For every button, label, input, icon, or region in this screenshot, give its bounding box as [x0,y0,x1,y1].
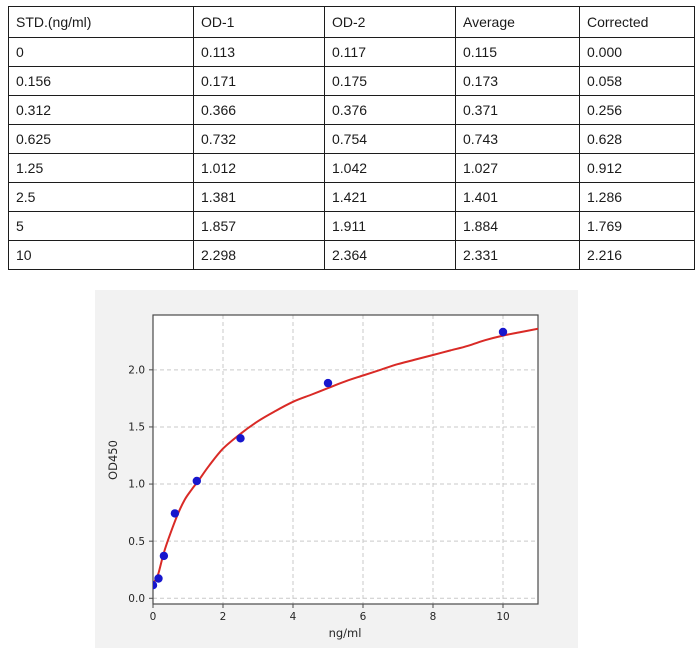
table-cell: 2.331 [455,240,580,270]
table-cell: 1.857 [193,211,325,241]
x-tick-label: 4 [290,611,297,623]
table-cell: 0.115 [455,37,580,67]
table-cell: 0.743 [455,124,580,154]
table-row: 0.156 0.171 0.175 0.173 0.058 [8,66,695,96]
table-row: 2.5 1.381 1.421 1.401 1.286 [8,182,695,212]
table-cell: 1.042 [324,153,456,183]
table-cell: 0.376 [324,95,456,125]
axis-tick-labels: 0 2 4 6 8 10 0.0 0.5 1.0 1.5 2.0 [128,364,509,623]
x-tick-label: 8 [430,611,437,623]
table-cell: 1.286 [579,182,695,212]
table-row: 0.625 0.732 0.754 0.743 0.628 [8,124,695,154]
standard-curve-figure: 0 2 4 6 8 10 0.0 0.5 1.0 1.5 2.0 ng/ml OD450 [95,290,578,648]
plot-border [152,314,539,605]
table-cell: 0.732 [193,124,325,154]
standards-table: STD.(ng/ml) OD-1 OD-2 Average Corrected 0 0.1… [8,6,695,270]
table-row: 10 2.298 2.364 2.331 2.216 [8,240,695,270]
table-cell: 0.366 [193,95,325,125]
standards-table-header: STD.(ng/ml) OD-1 OD-2 Average Corrected [8,6,695,38]
y-tick-label: 2.0 [128,364,145,376]
y-tick-label: 1.0 [128,479,145,491]
table-cell: 0 [8,37,194,67]
data-point [170,509,180,518]
table-cell: 0.173 [455,66,580,96]
table-cell: 1.381 [193,182,325,212]
y-axis-label: OD450 [106,440,120,480]
data-point [498,327,508,337]
table-cell: 2.298 [193,240,325,270]
table-row: 1.25 1.012 1.042 1.027 0.912 [8,153,695,183]
table-cell: 0.113 [193,37,325,67]
table-row: 0 0.113 0.117 0.115 0.000 [8,37,695,67]
table-cell: 0.156 [8,66,194,96]
x-axis-label: ng/ml [329,626,362,640]
x-tick-label: 2 [220,611,227,623]
standard-curve-chart: 0 2 4 6 8 10 0.0 0.5 1.0 1.5 2.0 ng/ml OD450 [95,290,578,648]
column-header: Corrected [579,6,695,38]
table-cell: 0.625 [8,124,194,154]
x-tick-label: 6 [360,611,367,623]
data-points [153,327,508,590]
table-cell: 1.401 [455,182,580,212]
table-cell: 2.5 [8,182,194,212]
table-cell: 10 [8,240,194,270]
y-tick-label: 0.0 [128,593,145,605]
table-cell: 0.628 [579,124,695,154]
table-cell: 0.117 [324,37,456,67]
table-row: 0.312 0.366 0.376 0.371 0.256 [8,95,695,125]
header-row: STD.(ng/ml) OD-1 OD-2 Average Corrected [8,6,695,38]
fit-curve [153,327,538,586]
table-cell: 1.012 [193,153,325,183]
table-cell: 0.371 [455,95,580,125]
x-tick-label: 10 [496,611,509,623]
column-header: STD.(ng/ml) [8,6,194,38]
table-row: 5 1.857 1.911 1.884 1.769 [8,211,695,241]
table-cell: 0.058 [579,66,695,96]
data-point [236,434,245,443]
plot-area [153,315,538,604]
column-header: Average [455,6,580,38]
table-cell: 0.256 [579,95,695,125]
axis-ticks [149,369,504,608]
x-tick-label: 0 [150,611,157,623]
table-cell: 5 [8,211,194,241]
y-tick-label: 0.5 [128,536,145,548]
table-cell: 1.911 [324,211,456,241]
table-cell: 0.754 [324,124,456,154]
table-cell: 1.25 [8,153,194,183]
table-cell: 0.912 [579,153,695,183]
standards-table-body: 0 0.113 0.117 0.115 0.000 0.156 0.171 0.175 0.17… [8,37,695,270]
data-point [159,551,169,561]
data-point [153,581,158,590]
data-point [154,574,163,583]
data-point [192,476,201,486]
table-cell: 2.216 [579,240,695,270]
table-cell: 0.312 [8,95,194,125]
column-header: OD-1 [193,6,325,38]
column-header: OD-2 [324,6,456,38]
table-cell: 1.884 [455,211,580,241]
table-cell: 0.171 [193,66,325,96]
table-cell: 1.421 [324,182,456,212]
table-cell: 2.364 [324,240,456,270]
table-cell: 0.175 [324,66,456,96]
data-point [323,378,333,388]
table-cell: 1.769 [579,211,695,241]
table-cell: 0.000 [579,37,695,67]
table-cell: 1.027 [455,153,580,183]
y-tick-label: 1.5 [128,422,145,434]
